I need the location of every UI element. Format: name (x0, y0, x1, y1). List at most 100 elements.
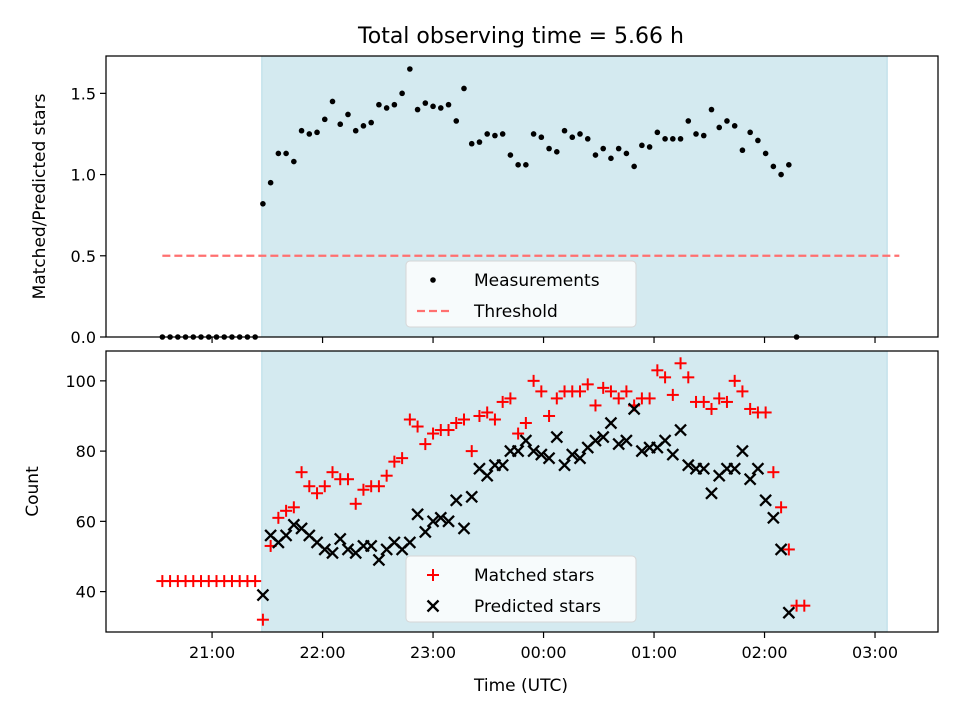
matched-star-point (550, 392, 563, 405)
measurement-point (453, 118, 460, 124)
measurement-point (639, 142, 645, 149)
legend-entry-label: Predicted stars (474, 597, 601, 617)
measurement-point (275, 150, 282, 157)
matched-star-point (357, 483, 370, 496)
bottom-y-axis-label: Count (23, 466, 43, 517)
measurement-point (345, 111, 351, 118)
predicted-star-point (751, 462, 765, 475)
measurement-point (770, 163, 777, 170)
measurement-point (786, 162, 792, 168)
matched-star-point (272, 511, 285, 524)
matched-star-point (612, 392, 625, 405)
matched-star-point (341, 473, 354, 486)
matched-star-point (465, 445, 478, 458)
measurement-point (762, 150, 769, 157)
measurement-point (700, 132, 707, 139)
predicted-star-point (411, 508, 424, 521)
matched-star-point (427, 427, 440, 440)
measurement-point (623, 150, 630, 157)
predicted-star-point (419, 525, 432, 539)
chart-title: Total observing time = 5.66 h (357, 24, 684, 49)
matched-star-point (759, 406, 772, 419)
matched-star-point (543, 409, 556, 422)
matched-star-point (481, 406, 494, 419)
predicted-star-point (341, 543, 355, 556)
predicted-star-point (697, 462, 711, 475)
matched-star-point (736, 385, 749, 398)
legend-box (405, 260, 637, 328)
matched-star-point (659, 371, 672, 384)
bottom-y-tick-label: 60 (76, 512, 96, 531)
matched-star-point (682, 371, 695, 384)
measurement-point (329, 98, 336, 105)
measurement-point (677, 136, 684, 142)
measurement-point (523, 162, 529, 168)
measurement-point (414, 106, 421, 113)
predicted-star-point (457, 522, 471, 535)
predicted-star-point (496, 458, 509, 472)
matched-star-point (597, 381, 610, 394)
predicted-star-point (318, 543, 332, 556)
measurement-point (654, 129, 661, 136)
matched-star-point (295, 466, 308, 479)
measurement-point (646, 144, 653, 150)
measurement-point (306, 131, 313, 137)
predicted-star-point (480, 469, 494, 483)
bottom-legend: Matched stars Predicted stars (405, 555, 637, 623)
legend-measurement-marker (430, 277, 436, 283)
measurement-point (693, 131, 699, 137)
predicted-star-point (736, 444, 749, 458)
matched-star-point (311, 487, 324, 500)
predicted-star-point (442, 515, 455, 528)
measurement-point (422, 100, 429, 106)
matched-star-point (581, 378, 594, 391)
predicted-star-point (364, 539, 378, 553)
measurement-point (445, 101, 452, 108)
matched-star-point (396, 452, 409, 465)
predicted-star-point (782, 606, 796, 619)
predicted-star-point (681, 458, 695, 472)
top-y-tick-label: 1.0 (71, 166, 96, 185)
matched-star-point (256, 613, 269, 626)
x-axis-label: Time (UTC) (473, 676, 568, 696)
measurement-point (577, 131, 583, 137)
measurement-point (461, 85, 467, 92)
measurement-point (260, 201, 266, 207)
matched-star-point (403, 413, 416, 426)
measurement-point (731, 123, 738, 129)
matched-star-point (604, 385, 617, 398)
matched-star-point (643, 392, 656, 405)
predicted-star-point (434, 511, 448, 525)
matched-star-point (504, 392, 517, 405)
measurement-point (492, 132, 498, 139)
matched-star-point (744, 402, 757, 415)
matched-star-point (775, 501, 788, 514)
predicted-star-point (565, 448, 579, 461)
measurement-point (321, 116, 328, 123)
top-y-tick-label: 0.0 (71, 328, 96, 347)
measurement-point (499, 131, 506, 137)
top-y-axis-label: Matched/Predicted stars (30, 93, 50, 299)
predicted-star-point (426, 515, 440, 528)
x-tick-label: 00:00 (520, 643, 566, 662)
measurement-point (484, 131, 490, 137)
matched-star-point (303, 480, 316, 493)
measurement-point (507, 152, 514, 158)
bottom-y-tick-label: 40 (76, 583, 96, 602)
matched-star-point (697, 395, 710, 408)
measurement-point (476, 139, 483, 145)
measurement-point (352, 127, 359, 134)
predicted-star-point (774, 543, 788, 556)
matched-star-point (442, 424, 455, 437)
predicted-star-point (550, 430, 564, 444)
matched-star-point (473, 409, 486, 422)
predicted-star-point (535, 448, 548, 461)
predicted-star-point (759, 493, 772, 507)
x-tick-label: 21:00 (189, 643, 235, 662)
predicted-star-point (449, 493, 463, 507)
predicted-star-point (589, 434, 602, 447)
predicted-star-point (519, 434, 533, 447)
measurement-point (739, 147, 746, 154)
measurement-point (755, 137, 761, 144)
matched-star-point (535, 385, 548, 398)
